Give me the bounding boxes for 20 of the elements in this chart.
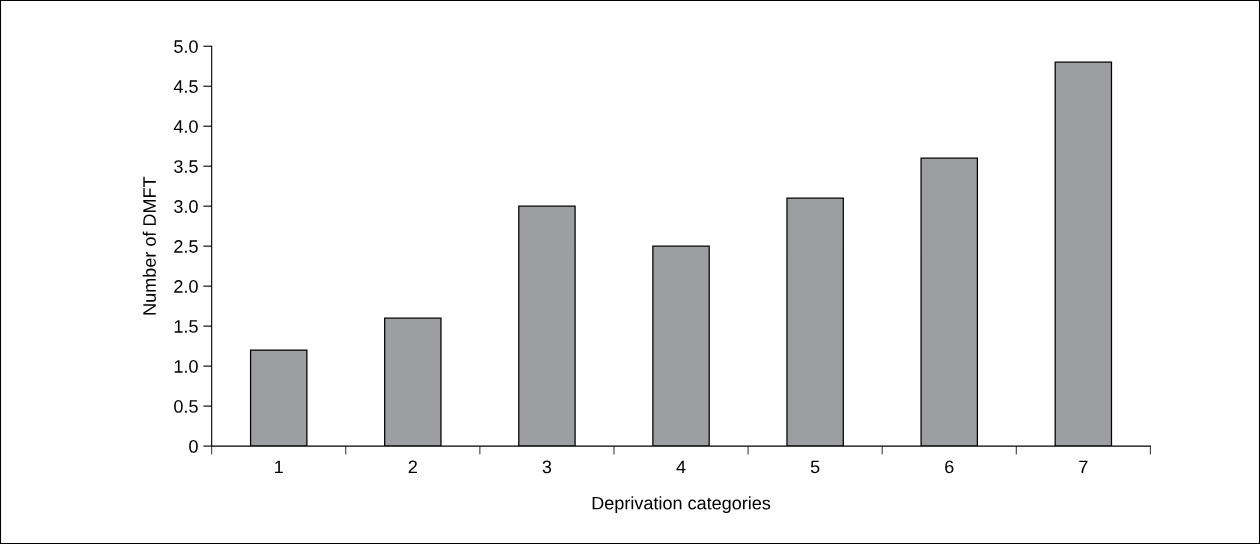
- y-tick-label: 0.5: [174, 400, 198, 413]
- y-tick-label: 4.5: [173, 80, 198, 93]
- y-tick-label: 3.5: [174, 160, 198, 173]
- x-tick-label: 6: [945, 460, 954, 474]
- y-tick-label: 1.5: [174, 320, 198, 333]
- y-tick-label: 3.0: [174, 200, 198, 213]
- y-tick-label: 0: [189, 440, 198, 453]
- x-tick-label: 4: [676, 460, 686, 474]
- y-tick-label: 2.0: [174, 280, 198, 293]
- x-tick-label: 7: [1079, 460, 1088, 474]
- y-tick-label: 2.5: [174, 240, 198, 253]
- y-tick-label: 5.0: [174, 40, 198, 53]
- y-tick-label: 4.0: [173, 120, 198, 133]
- x-tick-label: 3: [542, 460, 552, 474]
- y-axis-title: Number of DMFT: [142, 176, 156, 315]
- x-tick-label: 5: [810, 460, 820, 474]
- x-tick-label: 2: [408, 460, 417, 474]
- x-axis-title: Deprivation categories: [592, 496, 771, 514]
- x-tick-label: 1: [275, 460, 283, 474]
- y-tick-label: 1.0: [174, 360, 198, 373]
